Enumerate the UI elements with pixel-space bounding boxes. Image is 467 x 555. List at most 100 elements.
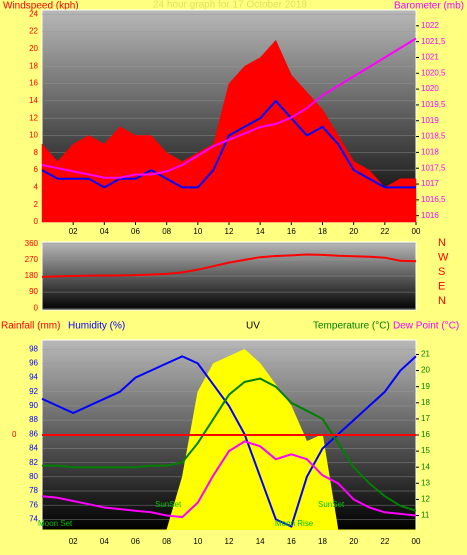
x-tick-label: 16 bbox=[287, 227, 296, 236]
y2-tick-label: 1019 bbox=[421, 116, 439, 125]
x-tick-label: 04 bbox=[100, 537, 109, 546]
y-tick-label: 92 bbox=[29, 387, 38, 396]
x-tick-label: 16 bbox=[287, 537, 296, 546]
y-tick-label: 90 bbox=[29, 287, 38, 296]
x-tick-label: 00 bbox=[412, 537, 421, 546]
y-tick-label: 22 bbox=[29, 27, 38, 36]
x-tick-label: 10 bbox=[193, 537, 202, 546]
x-tick-label: 04 bbox=[100, 227, 109, 236]
y2-tick-label: 1016,5 bbox=[421, 195, 446, 204]
x-tick-label: 14 bbox=[256, 537, 265, 546]
y-tick-label: 270 bbox=[25, 255, 39, 264]
dewpoint-title: Dew Point (°C) bbox=[393, 321, 459, 332]
y2-tick-label: 1018,5 bbox=[421, 132, 446, 141]
y-axis-title: Windspeed (kph) bbox=[3, 1, 79, 12]
x-tick-label: 10 bbox=[193, 227, 202, 236]
y-tick-label: 74 bbox=[29, 514, 38, 523]
y2-tick-label: 1022 bbox=[421, 21, 439, 30]
y-tick-label: 86 bbox=[29, 429, 38, 438]
y-tick-label: 96 bbox=[29, 359, 38, 368]
x-tick-label: 14 bbox=[256, 227, 265, 236]
y-tick-label: 180 bbox=[25, 271, 39, 280]
compass-label: N bbox=[438, 237, 446, 249]
x-tick-label: 00 bbox=[412, 227, 421, 236]
y-tick-label: 2 bbox=[34, 200, 39, 209]
humidity-title: Humidity (%) bbox=[68, 321, 125, 332]
y2-tick-label: 1016 bbox=[421, 211, 439, 220]
y-tick-label: 12 bbox=[29, 113, 38, 122]
x-tick-label: 18 bbox=[318, 537, 327, 546]
y-tick-label: 90 bbox=[29, 401, 38, 410]
chart-title: 24 hour graph for 17 October 2018 bbox=[153, 0, 307, 11]
y2-tick-label: 14 bbox=[421, 462, 430, 471]
series-line bbox=[42, 377, 417, 512]
y2-tick-label: 11 bbox=[421, 511, 430, 520]
x-tick-label: 12 bbox=[225, 227, 234, 236]
y3-tick-label: 0 bbox=[12, 430, 17, 439]
series-area bbox=[41, 39, 417, 223]
y2-tick-label: 12 bbox=[421, 495, 430, 504]
series-line bbox=[41, 355, 417, 528]
y-tick-label: 14 bbox=[29, 96, 38, 105]
temperature-title: Temperature (°C) bbox=[313, 321, 390, 332]
y2-tick-label: 1017 bbox=[421, 179, 439, 188]
y-tick-label: 0 bbox=[34, 303, 39, 312]
y2-tick-label: 1018 bbox=[421, 147, 439, 156]
y-tick-label: 78 bbox=[29, 486, 38, 495]
y2-tick-label: 1019,5 bbox=[421, 100, 446, 109]
y-tick-label: 24 bbox=[29, 9, 38, 18]
y-tick-label: 4 bbox=[34, 182, 39, 191]
compass-label: N bbox=[438, 295, 446, 307]
y2-tick-label: 16 bbox=[421, 430, 430, 439]
y-tick-label: 6 bbox=[34, 165, 39, 174]
y-tick-label: 76 bbox=[29, 500, 38, 509]
series-line bbox=[41, 253, 417, 278]
y-tick-label: 98 bbox=[29, 344, 38, 353]
x-tick-label: 02 bbox=[69, 227, 78, 236]
y2-tick-label: 20 bbox=[421, 366, 430, 375]
compass-label: S bbox=[438, 266, 445, 278]
y-tick-label: 84 bbox=[29, 444, 38, 453]
y-tick-label: 0 bbox=[34, 217, 39, 226]
x-tick-label: 22 bbox=[380, 227, 389, 236]
compass-label: W bbox=[438, 251, 449, 263]
y2-tick-label: 1020,5 bbox=[421, 68, 446, 77]
x-tick-label: 12 bbox=[225, 537, 234, 546]
x-tick-label: 02 bbox=[69, 537, 78, 546]
series-line bbox=[41, 99, 416, 189]
annotation: SunSet bbox=[318, 500, 345, 509]
y-tick-label: 10 bbox=[29, 131, 38, 140]
annotation: Moon Set bbox=[38, 519, 73, 528]
y2-tick-label: 19 bbox=[421, 382, 430, 391]
annotation: Moon Rise bbox=[275, 519, 314, 528]
uv-title: UV bbox=[246, 321, 260, 332]
series-area bbox=[42, 348, 416, 531]
rain-title: Rainfall (mm) bbox=[1, 321, 60, 332]
series-line bbox=[41, 440, 417, 519]
y-tick-label: 94 bbox=[29, 373, 38, 382]
y2-tick-label: 1021 bbox=[421, 53, 439, 62]
y2-tick-label: 17 bbox=[421, 414, 430, 423]
y-tick-label: 88 bbox=[29, 415, 38, 424]
y2-axis-title: Barometer (mb) bbox=[394, 1, 464, 12]
y-tick-label: 20 bbox=[29, 44, 38, 53]
compass-label: E bbox=[438, 280, 445, 292]
series-line bbox=[41, 37, 417, 179]
y-tick-label: 8 bbox=[34, 148, 39, 157]
x-tick-label: 06 bbox=[131, 227, 140, 236]
x-tick-label: 08 bbox=[162, 227, 171, 236]
y2-tick-label: 1017,5 bbox=[421, 163, 446, 172]
y2-tick-label: 1020 bbox=[421, 84, 439, 93]
y2-tick-label: 13 bbox=[421, 478, 430, 487]
y-tick-label: 360 bbox=[25, 239, 39, 248]
y2-tick-label: 21 bbox=[421, 350, 430, 359]
y-tick-label: 16 bbox=[29, 79, 38, 88]
x-tick-label: 20 bbox=[349, 537, 358, 546]
x-tick-label: 06 bbox=[131, 537, 140, 546]
x-tick-label: 18 bbox=[318, 227, 327, 236]
y-tick-label: 80 bbox=[29, 472, 38, 481]
y2-tick-label: 15 bbox=[421, 446, 430, 455]
y2-tick-label: 1021,5 bbox=[421, 37, 446, 46]
y-tick-label: 82 bbox=[29, 458, 38, 467]
